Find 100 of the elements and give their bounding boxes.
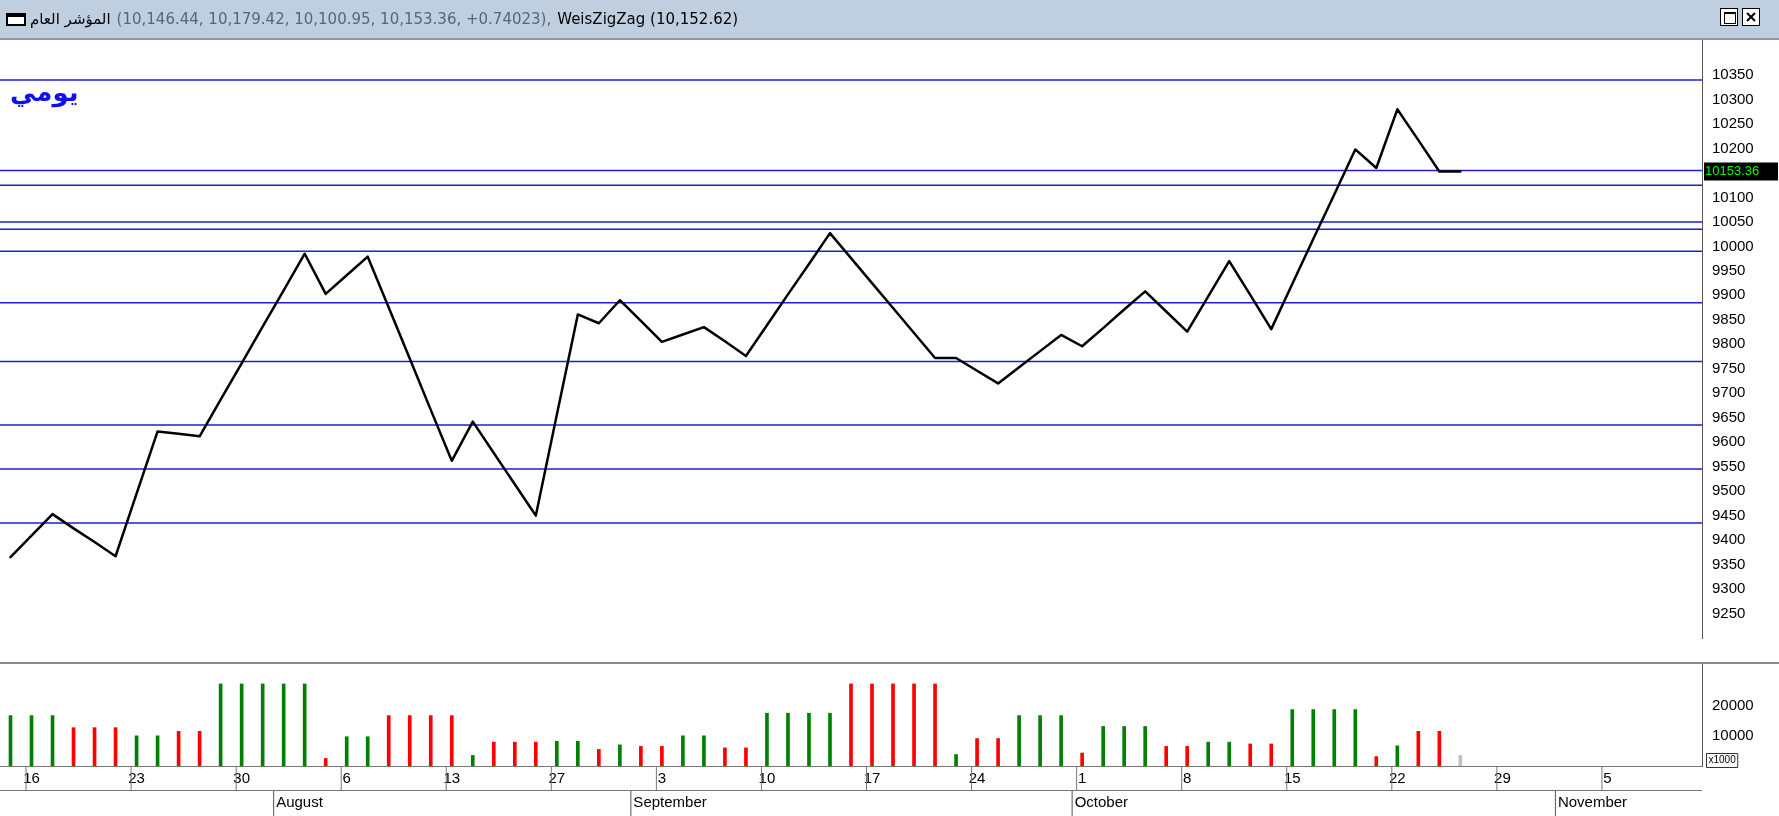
- bar: [639, 746, 643, 766]
- bar: [407, 715, 412, 766]
- x-tick-label: 6: [342, 769, 351, 787]
- x-tick-label: 5: [1603, 769, 1612, 787]
- bar: [765, 712, 769, 766]
- chart-subtitle: (10,146.44, 10,179.42, 10,100.95, 10,153.36, +0.74023),: [116, 10, 552, 28]
- bar: [1374, 756, 1379, 766]
- x-tick-label: 15: [1283, 769, 1301, 787]
- y-tick-label: 10100: [1712, 187, 1754, 205]
- bar: [365, 736, 370, 766]
- bar: [1017, 715, 1021, 766]
- bar: [891, 683, 895, 766]
- bar: [555, 740, 559, 766]
- y-tick-label: 9650: [1712, 407, 1746, 425]
- x-tick-label: 24: [968, 769, 986, 787]
- bar: [807, 712, 811, 766]
- bar: [1164, 746, 1169, 766]
- y-tick-label: 10000: [1712, 725, 1754, 743]
- bar: [933, 683, 937, 766]
- bar: [576, 740, 580, 766]
- annotation: يومي: [10, 76, 79, 108]
- bar: [1059, 715, 1063, 766]
- bar: [849, 683, 853, 766]
- text: September: [633, 793, 707, 811]
- bar: [1206, 741, 1211, 766]
- bar: [1248, 743, 1253, 766]
- bar: [975, 738, 979, 766]
- bar: [1269, 743, 1274, 766]
- x-tick-label: 22: [1388, 769, 1406, 787]
- x-tick-label: 27: [548, 769, 566, 787]
- bar: [1122, 726, 1126, 766]
- x-tick-label: 3: [657, 769, 667, 787]
- bar: [681, 735, 685, 766]
- bar: [723, 747, 727, 766]
- bar: [1227, 741, 1232, 766]
- bar: [828, 712, 832, 766]
- y-tick-label: 9550: [1712, 456, 1746, 474]
- y-tick-label: 9900: [1712, 285, 1746, 303]
- bar: [1185, 746, 1190, 766]
- bar: [1290, 709, 1295, 766]
- y-tick-label: 10050: [1712, 212, 1754, 230]
- bar: [1395, 745, 1400, 766]
- y-tick-label: 9750: [1712, 358, 1746, 376]
- bar: [1332, 709, 1337, 766]
- y-tick-label: 9350: [1712, 554, 1746, 572]
- bar: [1143, 726, 1147, 766]
- bar: [744, 747, 748, 766]
- bar: [323, 758, 328, 766]
- y-tick-label: 9800: [1712, 334, 1746, 352]
- y-tick-label: 9600: [1712, 432, 1746, 450]
- text: WeisZigZag (10,152.62): [557, 10, 739, 28]
- y-tick-label: 9400: [1712, 530, 1746, 548]
- bar: [491, 741, 496, 766]
- bar: [302, 683, 307, 766]
- y-tick-label: 10250: [1712, 114, 1754, 132]
- y-tick-label: 10350: [1712, 65, 1754, 83]
- bar: [702, 735, 706, 766]
- y-tick-label: 9700: [1712, 383, 1746, 401]
- bar: [428, 715, 433, 766]
- bar: [1101, 726, 1105, 766]
- y-tick-label: 9500: [1712, 481, 1746, 499]
- y-tick-label: 9850: [1712, 309, 1746, 327]
- bar: [870, 683, 874, 766]
- bar: [512, 741, 517, 766]
- x-tick-label: 30: [233, 769, 250, 787]
- bar: [954, 754, 958, 766]
- x-tick-label: 16: [23, 769, 40, 787]
- bar: [912, 683, 916, 766]
- x-tick-label: 1: [1077, 769, 1087, 787]
- bar: [344, 736, 349, 766]
- x-tick-label: 8: [1183, 769, 1192, 787]
- y-tick-label: 10300: [1712, 89, 1754, 107]
- bar: [1353, 709, 1358, 766]
- chart-title: المؤشر العام: [30, 10, 111, 28]
- bar: [386, 715, 391, 766]
- text: November: [1557, 793, 1628, 811]
- y-tick-label: 9300: [1712, 579, 1746, 597]
- x-tick-label: 13: [443, 769, 461, 787]
- bar: [449, 715, 454, 766]
- y-tick-label: 10200: [1712, 138, 1754, 156]
- bar: [1080, 752, 1084, 766]
- bar: [618, 744, 622, 766]
- y-tick-label: 9250: [1712, 603, 1746, 621]
- x-tick-label: 29: [1494, 769, 1511, 787]
- bar: [1311, 709, 1316, 766]
- text: October: [1074, 793, 1128, 811]
- y-tick-label: 20000: [1712, 695, 1754, 713]
- bar: [533, 741, 538, 766]
- bar: [996, 738, 1000, 766]
- y-tick-label: 10000: [1712, 236, 1754, 254]
- bar: [1038, 715, 1042, 766]
- y-tick-label: 9950: [1712, 260, 1746, 278]
- x-tick-label: 10: [758, 769, 776, 787]
- bar: [786, 712, 790, 766]
- text: x1000: [1708, 754, 1737, 766]
- bar: [470, 755, 475, 766]
- y-tick-label: 9450: [1712, 505, 1746, 523]
- bar: [660, 746, 664, 766]
- text: 10153.36: [1705, 163, 1760, 179]
- x-tick-label: 23: [128, 769, 145, 787]
